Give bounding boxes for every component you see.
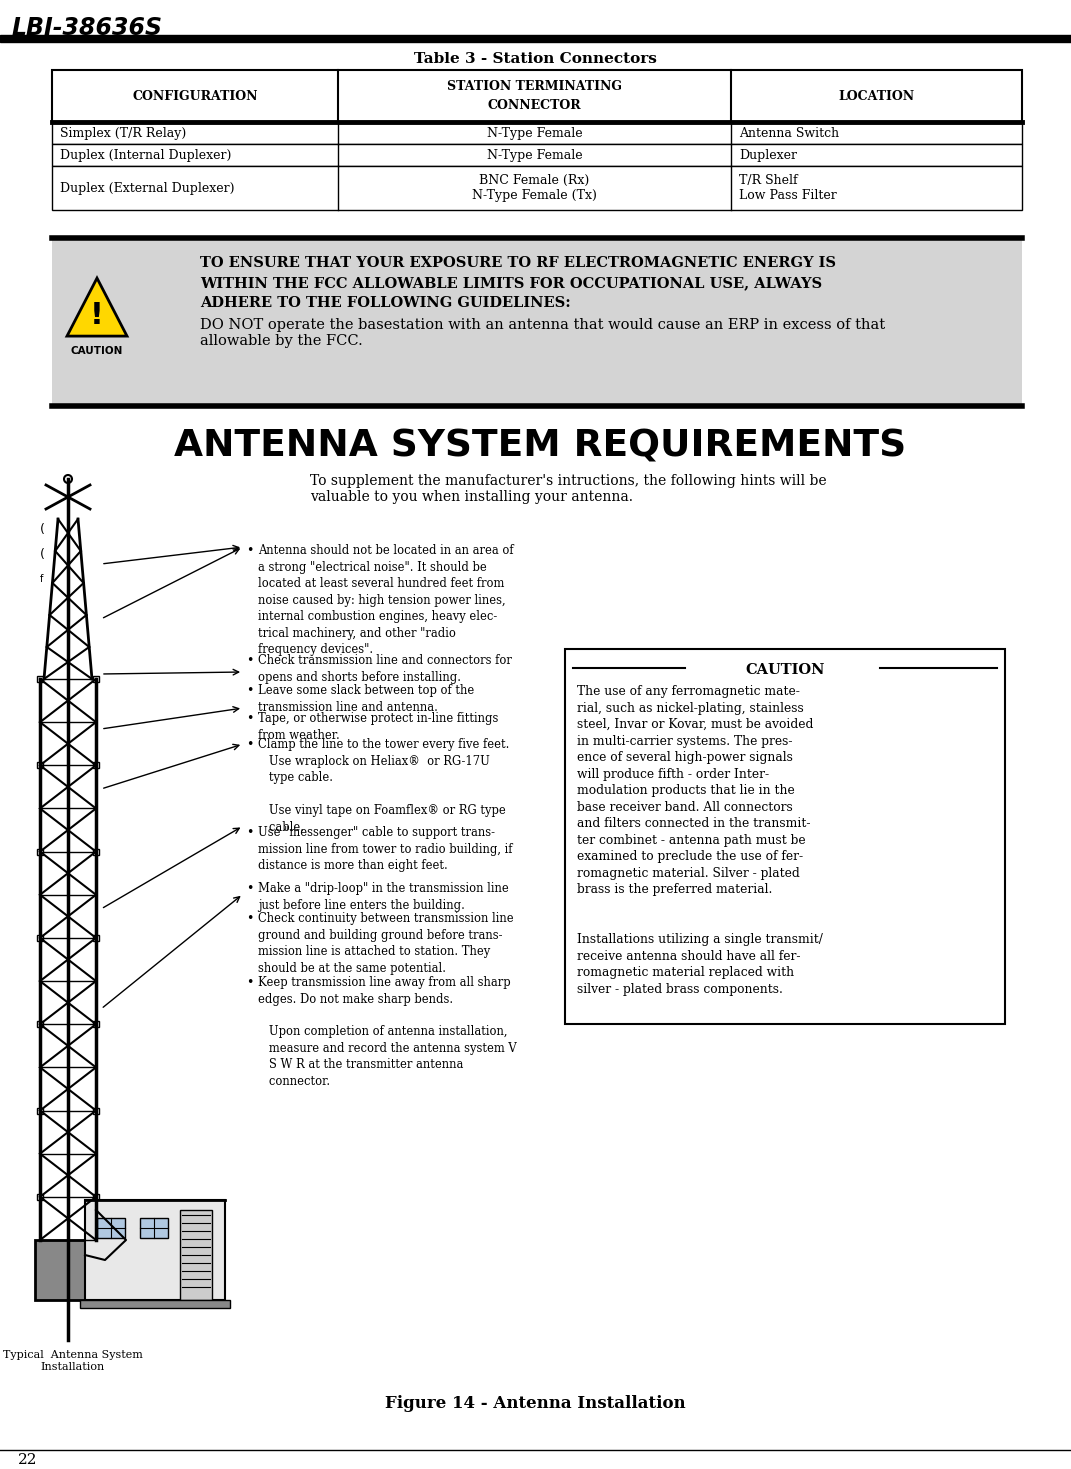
Bar: [180, 1210, 212, 1300]
Text: Leave some slack between top of the
transmission line and antenna.: Leave some slack between top of the tran…: [258, 685, 474, 714]
Text: Antenna Switch: Antenna Switch: [739, 126, 839, 140]
Bar: [37, 1194, 43, 1200]
Bar: [93, 934, 99, 942]
Bar: [93, 1108, 99, 1114]
Bar: [0, 35, 1071, 43]
Text: N-Type Female: N-Type Female: [486, 126, 583, 140]
Text: !: !: [90, 301, 104, 329]
Text: •: •: [246, 654, 254, 667]
Text: Installation: Installation: [41, 1362, 105, 1372]
Bar: [37, 1021, 43, 1027]
Text: (: (: [40, 548, 45, 561]
Text: STATION TERMINATING
CONNECTOR: STATION TERMINATING CONNECTOR: [447, 79, 622, 112]
Text: Duplex (External Duplexer): Duplex (External Duplexer): [60, 182, 235, 194]
Text: T/R Shelf
Low Pass Filter: T/R Shelf Low Pass Filter: [739, 173, 836, 203]
Text: Make a "drip-loop" in the transmission line
just before line enters the building: Make a "drip-loop" in the transmission l…: [258, 881, 509, 911]
Bar: [37, 762, 43, 768]
Text: LOCATION: LOCATION: [839, 90, 915, 103]
Text: Check transmission line and connectors for
opens and shorts before installing.: Check transmission line and connectors f…: [258, 654, 512, 683]
Text: •: •: [246, 737, 254, 751]
Text: f: f: [40, 574, 43, 585]
Text: N-Type Female: N-Type Female: [486, 148, 583, 162]
Text: •: •: [246, 912, 254, 925]
Text: Table 3 - Station Connectors: Table 3 - Station Connectors: [413, 51, 657, 66]
Text: To supplement the manufacturer's intructions, the following hints will be
valuab: To supplement the manufacturer's intruct…: [310, 474, 827, 504]
Bar: [97, 1218, 125, 1238]
Text: Use "messenger" cable to support trans-
mission line from tower to radio buildin: Use "messenger" cable to support trans- …: [258, 826, 513, 873]
Text: Tape, or otherwise protect in-line fittings
from weather.: Tape, or otherwise protect in-line fitti…: [258, 712, 498, 742]
Bar: [80, 1300, 230, 1307]
Bar: [37, 676, 43, 682]
Text: Typical  Antenna System: Typical Antenna System: [3, 1350, 142, 1360]
Bar: [52, 122, 1022, 144]
Bar: [37, 1108, 43, 1114]
Text: •: •: [246, 685, 254, 696]
Text: WITHIN THE FCC ALLOWABLE LIMITS FOR OCCUPATIONAL USE, ALWAYS: WITHIN THE FCC ALLOWABLE LIMITS FOR OCCU…: [200, 276, 823, 289]
Text: DO NOT operate the basestation with an antenna that would cause an ERP in excess: DO NOT operate the basestation with an a…: [200, 317, 885, 348]
Bar: [140, 1218, 168, 1238]
Text: •: •: [246, 975, 254, 989]
Text: Duplexer: Duplexer: [739, 148, 797, 162]
Bar: [52, 71, 1022, 122]
Text: Check continuity between transmission line
ground and building ground before tra: Check continuity between transmission li…: [258, 912, 514, 974]
Text: CAUTION: CAUTION: [71, 347, 123, 355]
Bar: [93, 762, 99, 768]
Text: Installations utilizing a single transmit/
receive antenna should have all fer-
: Installations utilizing a single transmi…: [577, 933, 823, 996]
Text: ANTENNA SYSTEM REQUIREMENTS: ANTENNA SYSTEM REQUIREMENTS: [174, 427, 906, 464]
Text: TO ENSURE THAT YOUR EXPOSURE TO RF ELECTROMAGNETIC ENERGY IS: TO ENSURE THAT YOUR EXPOSURE TO RF ELECT…: [200, 256, 836, 270]
Text: Duplex (Internal Duplexer): Duplex (Internal Duplexer): [60, 148, 231, 162]
Text: LBI-38636S: LBI-38636S: [12, 16, 163, 40]
Bar: [35, 1240, 101, 1300]
Bar: [52, 238, 1022, 405]
Text: BNC Female (Rx)
N-Type Female (Tx): BNC Female (Rx) N-Type Female (Tx): [472, 173, 597, 203]
Text: Figure 14 - Antenna Installation: Figure 14 - Antenna Installation: [384, 1396, 685, 1412]
Polygon shape: [67, 278, 127, 336]
Text: ADHERE TO THE FOLLOWING GUIDELINES:: ADHERE TO THE FOLLOWING GUIDELINES:: [200, 295, 571, 310]
Text: •: •: [246, 826, 254, 839]
Bar: [37, 934, 43, 942]
Bar: [93, 1021, 99, 1027]
Bar: [93, 849, 99, 855]
Bar: [93, 1194, 99, 1200]
Text: CONFIGURATION: CONFIGURATION: [133, 90, 258, 103]
Text: •: •: [246, 544, 254, 557]
Text: CAUTION: CAUTION: [745, 663, 825, 677]
Text: Keep transmission line away from all sharp
edges. Do not make sharp bends.

   U: Keep transmission line away from all sha…: [258, 975, 516, 1089]
Bar: [52, 144, 1022, 166]
Text: Clamp the line to the tower every five feet.
   Use wraplock on Heliax®  or RG-1: Clamp the line to the tower every five f…: [258, 737, 510, 833]
Text: •: •: [246, 712, 254, 726]
Text: The use of any ferromagnetic mate-
rial, such as nickel-plating, stainless
steel: The use of any ferromagnetic mate- rial,…: [577, 685, 813, 896]
Text: •: •: [246, 881, 254, 895]
Bar: [85, 1200, 225, 1300]
Text: 22: 22: [18, 1453, 37, 1468]
Bar: [565, 649, 1005, 1024]
Bar: [93, 676, 99, 682]
Bar: [52, 166, 1022, 210]
Text: Antenna should not be located in an area of
a strong "electrical noise". It shou: Antenna should not be located in an area…: [258, 544, 514, 657]
Text: Simplex (T/R Relay): Simplex (T/R Relay): [60, 126, 186, 140]
Text: (: (: [40, 523, 45, 536]
Bar: [37, 849, 43, 855]
